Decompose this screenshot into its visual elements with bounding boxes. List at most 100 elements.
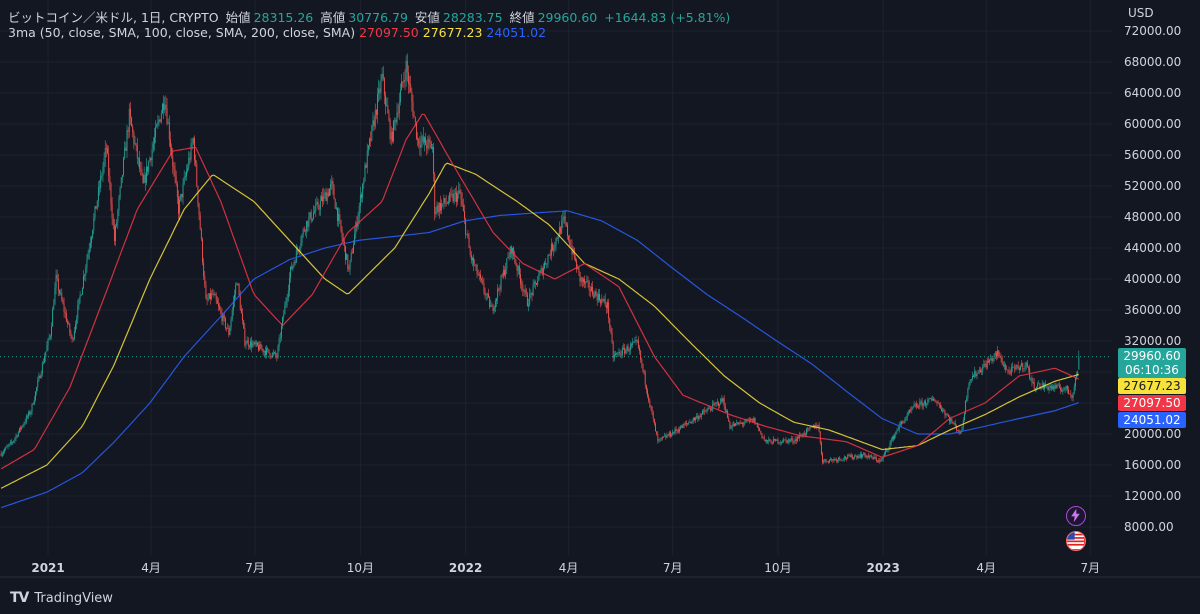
candle-body	[22, 425, 24, 427]
candle-body	[1, 453, 3, 456]
candle-body	[329, 188, 330, 196]
candle-body	[1020, 366, 1021, 371]
candle-body	[968, 383, 970, 390]
candle-body	[716, 402, 718, 404]
candle-body	[287, 290, 289, 298]
candle-body	[136, 144, 138, 159]
candle-body	[77, 305, 79, 320]
candle-body	[897, 429, 899, 431]
candle-body	[824, 459, 826, 461]
candle-body	[403, 79, 405, 83]
candle-body	[991, 358, 993, 362]
candle-body	[867, 455, 869, 458]
candle-body	[311, 218, 313, 221]
candle-body	[902, 421, 904, 423]
candle-body	[255, 342, 257, 345]
candle-body	[715, 402, 717, 405]
candle-body	[399, 90, 401, 103]
candle-body	[143, 174, 145, 183]
x-tick-label: 2023	[866, 561, 899, 575]
symbol-name[interactable]: ビットコイン／米ドル, 1日, CRYPTO	[8, 10, 219, 25]
candle-body	[599, 293, 600, 300]
brand-footer[interactable]: TV TradingView	[10, 590, 113, 606]
candle-body	[244, 328, 246, 346]
candle-body	[367, 145, 369, 151]
candle-body	[436, 205, 438, 212]
candle-body	[155, 127, 157, 138]
candle-body	[1006, 369, 1008, 371]
candle-body	[306, 221, 308, 232]
candle-body	[246, 340, 248, 344]
candle-body	[497, 288, 499, 299]
candle-body	[759, 428, 761, 432]
candle-body	[529, 293, 531, 305]
candle-body	[878, 460, 880, 462]
candle-body	[357, 216, 359, 227]
candle-body	[30, 411, 32, 415]
candle-body	[780, 441, 782, 443]
candle-body	[267, 348, 269, 350]
y-tick-label: 64000.00	[1124, 86, 1181, 100]
candle-body	[1073, 386, 1075, 393]
candle-body	[452, 194, 454, 202]
candle-body	[566, 224, 568, 236]
candle-body	[993, 354, 995, 359]
candle-body	[160, 113, 162, 122]
candle-body	[434, 173, 436, 215]
candle-body	[785, 439, 787, 441]
indicator-name[interactable]: 3ma (50, close, SMA, 100, close, SMA, 20…	[8, 25, 356, 40]
candle-body	[810, 426, 812, 428]
candle-body	[1046, 386, 1048, 388]
candle-body	[729, 421, 731, 429]
candle-body	[604, 299, 606, 305]
candle-body	[1013, 366, 1015, 368]
candle-body	[176, 183, 178, 197]
candle-body	[525, 289, 527, 295]
candle-body	[438, 203, 440, 213]
candle-body	[822, 453, 824, 463]
candle-body	[960, 431, 962, 434]
candle-body	[167, 122, 169, 124]
us-flag-icon[interactable]	[1066, 531, 1086, 551]
candle-body	[724, 406, 726, 412]
candle-body	[361, 194, 362, 198]
time-axis[interactable]: 2021 4月 7月 10月 2022 4月 7月 10月 2023 4月 7月	[31, 561, 1100, 575]
candle-body	[325, 192, 327, 202]
candle-body	[156, 124, 158, 128]
candle-body	[820, 442, 822, 454]
candle-body	[917, 406, 918, 408]
candle-body	[386, 105, 388, 106]
candle-body	[608, 302, 610, 319]
currency-label[interactable]: USD	[1128, 6, 1154, 20]
candle-body	[786, 440, 788, 443]
candle-body	[893, 436, 894, 440]
lightning-icon[interactable]	[1066, 506, 1086, 526]
candle-body	[994, 352, 996, 355]
candle-body	[102, 166, 104, 176]
candle-body	[409, 83, 411, 85]
candle-body	[1031, 377, 1033, 383]
y-tick-label: 12000.00	[1124, 489, 1181, 503]
candle-body	[587, 280, 589, 283]
candle-body	[286, 297, 288, 302]
candle-body	[380, 79, 382, 93]
candle-body	[698, 416, 700, 420]
candle-body	[133, 131, 135, 144]
candle-body	[206, 298, 208, 300]
candle-body	[256, 342, 258, 346]
tradingview-logo-icon: TV	[10, 590, 29, 606]
candle-body	[965, 400, 967, 414]
candle-body	[388, 113, 390, 121]
candle-body	[669, 432, 671, 437]
candle-body	[8, 443, 10, 446]
candle-body	[148, 161, 150, 172]
candle-body	[635, 340, 637, 341]
candle-body	[596, 294, 598, 301]
candle-body	[561, 220, 563, 234]
candle-body	[1004, 365, 1005, 366]
candle-body	[224, 318, 226, 328]
candle-body	[398, 102, 400, 114]
candle-body	[673, 431, 675, 433]
